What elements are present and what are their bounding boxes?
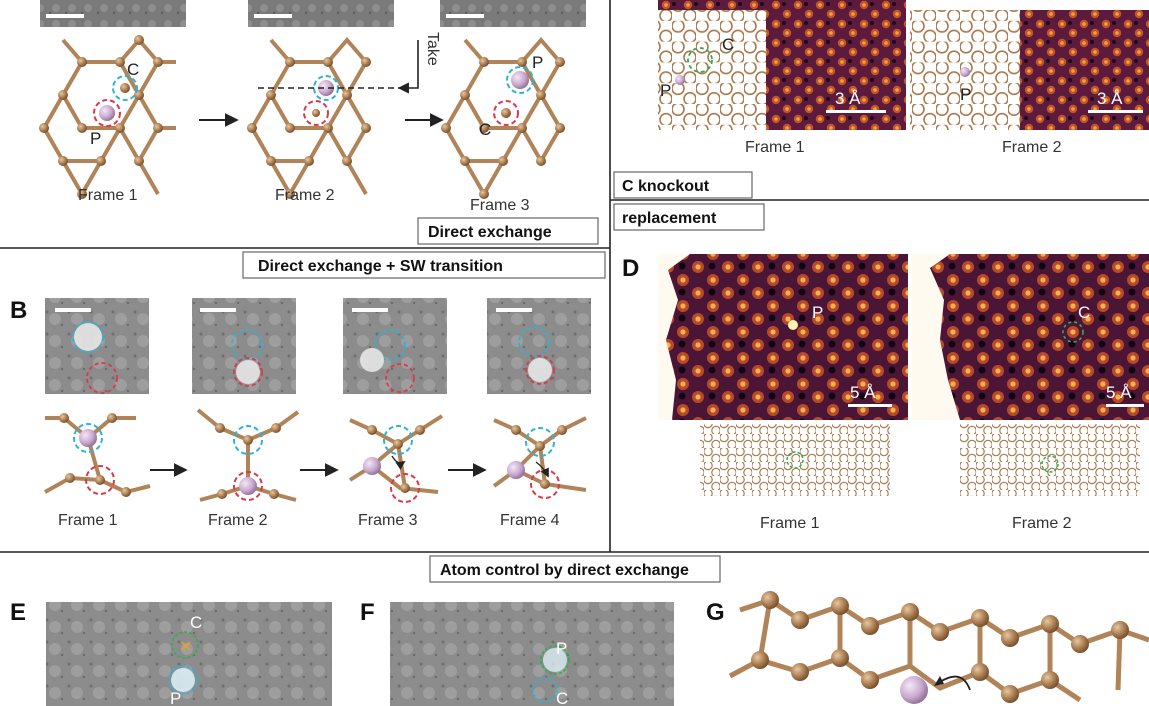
lattice-frame-2: [252, 40, 366, 194]
frame-b-1-label: Frame 1: [58, 512, 118, 529]
atom-p-label: P: [660, 81, 671, 100]
scale-bar-1: [46, 14, 84, 18]
stem-tile-3: [343, 298, 447, 394]
stem-strip-1: [40, 0, 186, 27]
scale-bar-3a-2: [1088, 110, 1143, 113]
scale-label-1: 3 Å: [835, 89, 861, 108]
phosphorus-atom-g: [900, 676, 928, 704]
frame-1-label: Frame 1: [745, 139, 805, 156]
phosphorus-atom: [675, 75, 685, 85]
frame-1-label: Frame 1: [78, 187, 138, 204]
phosphorus-atom: [960, 67, 970, 77]
stem-image-f: [390, 602, 674, 706]
scale-bar-3a-1: [826, 110, 886, 113]
phosphorus-atom: [99, 105, 115, 121]
frame-b-3-label: Frame 3: [358, 512, 418, 529]
phosphorus-atom: [511, 71, 529, 89]
carbon-tracked: [120, 83, 130, 93]
sw-transition-label: Direct exchange + SW transition: [258, 258, 503, 275]
replacement-label: replacement: [622, 210, 717, 227]
atom-c-label: C: [127, 60, 139, 79]
scale-bar-2: [254, 14, 292, 18]
atom-p-label: P: [960, 85, 971, 104]
atom-c-label-e: C: [190, 613, 202, 632]
lattice-b-3: [350, 416, 442, 492]
atom-p-label-d: P: [812, 303, 823, 322]
stem-strip-3: [440, 0, 586, 27]
panel-d: D P 5 Å C 5 Å Frame 1 Frame 2: [622, 254, 1149, 532]
scale-label-2: 3 Å: [1097, 89, 1123, 108]
hex-lattice-d-2: [960, 424, 1140, 496]
panel-d-letter: D: [622, 255, 639, 282]
panel-direct-exchange: C P Frame 1: [39, 0, 598, 244]
magma-strip-top: [658, 0, 906, 10]
hex-lattice-frame-1: [658, 10, 766, 130]
direct-exchange-label: Direct exchange: [428, 224, 552, 241]
atom-p-label: P: [90, 129, 101, 148]
panel-f-letter: F: [360, 599, 375, 626]
atom-c-label-d: C: [1078, 303, 1090, 322]
take-label: Take: [424, 32, 441, 66]
scale-label-d-1: 5 Å: [850, 383, 876, 402]
frame-d-1-label: Frame 1: [760, 515, 820, 532]
frame-d-2-label: Frame 2: [1012, 515, 1072, 532]
hex-lattice-d-1: [700, 424, 890, 496]
atom-c-label: C: [722, 35, 734, 54]
panel-b-letter: B: [10, 297, 27, 324]
atoms-frame-1: [39, 35, 163, 199]
c-knockout-label: C knockout: [622, 178, 710, 195]
frame-3-label: Frame 3: [470, 197, 530, 214]
atom-p-label-e: P: [170, 689, 181, 706]
scale-label-d-2: 5 Å: [1106, 383, 1132, 402]
frame-2-label: Frame 2: [1002, 139, 1062, 156]
frame-2-label: Frame 2: [275, 187, 335, 204]
atom-p-label-f: P: [556, 639, 567, 658]
atom-c-label-f: C: [556, 689, 568, 706]
panel-bottom: Atom control by direct exchange E × C P …: [10, 556, 1149, 706]
panel-e-letter: E: [10, 599, 26, 626]
atom-control-label: Atom control by direct exchange: [440, 562, 689, 579]
atom-c-label: C: [479, 120, 491, 139]
scale-bar-3: [446, 14, 484, 18]
frame-b-2-label: Frame 2: [208, 512, 268, 529]
take-arrow: [400, 40, 418, 88]
panel-g-letter: G: [706, 599, 725, 626]
panel-b: Direct exchange + SW transition B: [10, 252, 605, 529]
panel-c-knockout: P C 3 Å Frame 1 P 3 Å Frame 2 C knockout…: [614, 0, 1149, 230]
frame-b-4-label: Frame 4: [500, 512, 560, 529]
atom-p-label: P: [532, 53, 543, 72]
x-mark-icon: ×: [179, 636, 192, 655]
stem-strip-2: [248, 0, 394, 27]
